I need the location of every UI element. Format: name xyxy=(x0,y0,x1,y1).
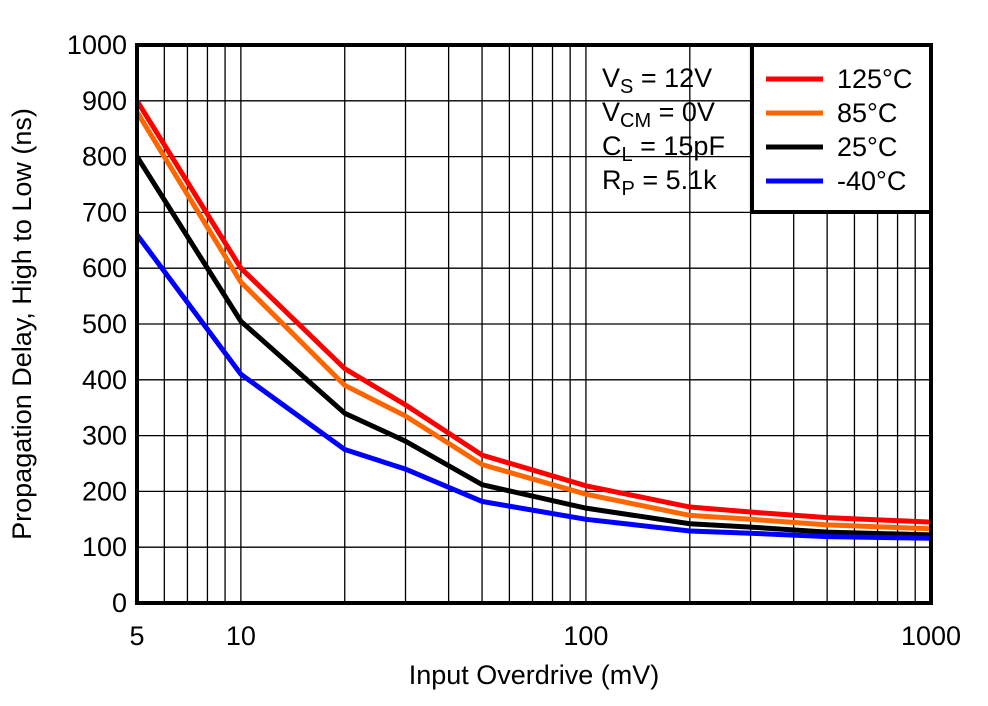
x-tick-label: 5 xyxy=(129,621,144,651)
x-tick-label: 100 xyxy=(563,621,608,651)
y-tick-label: 800 xyxy=(82,142,127,172)
y-tick-label: 600 xyxy=(82,253,127,283)
legend-box xyxy=(750,43,933,214)
condition-text: VCM = 0V xyxy=(602,97,715,132)
y-axis-title: Propagation Delay, High to Low (ns) xyxy=(7,108,37,540)
condition-text: CL = 15pF xyxy=(602,131,725,166)
legend: 125°C 85°C 25°C -40°C xyxy=(750,43,933,214)
y-tick-label: 500 xyxy=(82,309,127,339)
x-tick-label: 1000 xyxy=(901,621,961,651)
y-tick-label: 100 xyxy=(82,532,127,562)
series-line-25CC xyxy=(134,155,932,538)
y-tick-label: 300 xyxy=(82,421,127,451)
x-tick-label: 10 xyxy=(226,621,256,651)
y-tick-label: 700 xyxy=(82,197,127,227)
plot-frame xyxy=(135,43,933,605)
series-line-85CC xyxy=(134,110,932,532)
legend-label: 125°C xyxy=(837,64,912,94)
legend-label: 25°C xyxy=(837,132,897,162)
y-tick-label: 400 xyxy=(82,365,127,395)
series-line-125CC xyxy=(134,99,932,525)
condition-text: RP = 5.1k xyxy=(602,165,717,200)
legend-label: -40°C xyxy=(837,166,906,196)
y-tick-label: 200 xyxy=(82,476,127,506)
series-line--40CC xyxy=(134,233,932,541)
chart-generated-content: 5 10 100 1000 0 100 200 300 400 500 600 700 800 900 10… xyxy=(67,30,961,651)
legend-label: 85°C xyxy=(837,98,897,128)
x-axis-title: Input Overdrive (mV) xyxy=(409,660,660,690)
y-tick-label: 900 xyxy=(82,86,127,116)
condition-text: VS = 12V xyxy=(602,63,712,98)
y-tick-label: 0 xyxy=(112,588,127,618)
y-tick-label: 1000 xyxy=(67,30,127,60)
